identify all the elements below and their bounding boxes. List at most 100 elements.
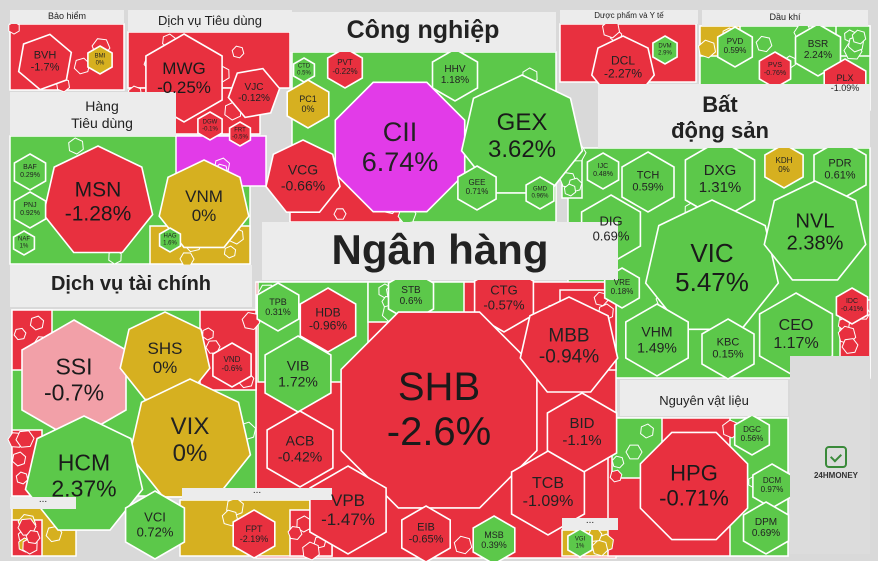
stock-ticker: GMD [532, 186, 547, 193]
stock-cell-bsr[interactable] [794, 23, 842, 77]
minor-stock-cell[interactable] [15, 471, 29, 485]
stock-cell-vhm[interactable] [624, 303, 690, 377]
stock-cell-nvl[interactable] [763, 180, 867, 281]
minor-stock-cell[interactable] [302, 541, 320, 561]
minor-stock-cell[interactable] [179, 252, 195, 266]
stock-cell-idc[interactable] [835, 287, 869, 325]
minor-stock-cell[interactable] [841, 338, 859, 354]
stock-cell-tcb[interactable] [510, 450, 586, 536]
minor-stock-cell[interactable] [640, 423, 654, 439]
stock-cell-kbc[interactable] [701, 318, 755, 380]
stock-cell-acb[interactable] [266, 410, 334, 488]
sector-title-dau-khi[interactable]: Dầu khí [769, 12, 801, 22]
stock-cell-vnd[interactable] [212, 342, 252, 388]
stock-cell-tpb[interactable] [256, 282, 300, 332]
stock-cell-mbb[interactable] [519, 296, 619, 393]
sector-title-bat-dong-san-2[interactable]: động sản [671, 118, 769, 143]
stock-cell-hag[interactable] [158, 227, 182, 253]
stock-cell-dgc[interactable] [733, 414, 771, 456]
minor-stock-cell[interactable] [755, 35, 773, 53]
minor-stock-cell[interactable] [851, 29, 867, 45]
stock-cell-msn[interactable] [42, 145, 154, 254]
sector-title-duoc-pham[interactable]: Dược phẩm và Y tế [594, 11, 664, 20]
stock-cell-eib[interactable] [400, 505, 452, 561]
stock-label-dcl: DCL -2.27% [604, 54, 642, 82]
stock-label-kdh: KDH 0% [776, 156, 793, 175]
minor-stock-cell[interactable] [625, 444, 643, 460]
minor-stock-cell[interactable] [205, 340, 221, 354]
stock-cell-frt[interactable] [228, 121, 252, 147]
stock-cell-ctg[interactable] [473, 263, 535, 333]
stock-cell-gee[interactable] [457, 165, 497, 211]
stock-label-bid: BID -1.1% [562, 415, 601, 450]
stock-cell-pnj[interactable] [13, 191, 47, 229]
stock-ticker: PNJ [23, 202, 37, 210]
minor-stock-cell[interactable] [287, 525, 303, 541]
stock-cell-vgi[interactable] [567, 528, 593, 558]
sector-title-cong-nghiep[interactable]: Công nghiệp [346, 16, 500, 44]
stock-change: 0.59% [723, 46, 747, 55]
stock-cell-pvd[interactable] [716, 26, 754, 68]
minor-stock-cell[interactable] [611, 455, 625, 469]
sector-title-hang-tieu-dung-2[interactable]: Tiêu dùng [71, 115, 133, 131]
minor-stock-cell[interactable] [697, 39, 717, 59]
sector-title-hang-tieu-dung-1[interactable]: Hàng [85, 98, 119, 114]
minor-stock-cell[interactable] [8, 21, 20, 35]
minor-stock-cell[interactable] [68, 137, 84, 155]
minor-stock-cell[interactable] [73, 57, 91, 75]
minor-stock-cell[interactable] [13, 327, 27, 341]
stock-cell-pc1[interactable] [286, 79, 330, 129]
stock-cell-gmd[interactable] [525, 176, 555, 210]
sector-title-other-3[interactable]: ... [585, 515, 595, 526]
stock-cell-dvm[interactable] [652, 35, 678, 65]
stock-cell-gex[interactable] [460, 74, 584, 194]
stock-cell-hpg[interactable] [639, 431, 749, 541]
stock-cell-kdh[interactable] [764, 143, 804, 189]
minor-stock-cell[interactable] [333, 208, 347, 220]
stock-cell-bmi[interactable] [87, 45, 113, 75]
sector-title-bao-hiem[interactable]: Bảo hiểm [47, 11, 87, 21]
stock-cell-dpm[interactable] [742, 501, 790, 555]
stock-cell-msb[interactable] [472, 515, 516, 561]
minor-stock-cell[interactable] [231, 45, 245, 59]
sector-title-bat-dong-san-1[interactable]: Bất [702, 92, 738, 117]
stock-cell-dgw[interactable] [197, 111, 223, 141]
minor-stock-cell[interactable] [609, 469, 623, 483]
stock-cell-bvh[interactable] [17, 33, 73, 91]
minor-stock-cell[interactable] [223, 245, 237, 259]
stock-cell-vcg[interactable] [265, 139, 341, 213]
sector-title-other-2[interactable]: ... [252, 485, 262, 496]
stock-cell-vnm[interactable] [158, 159, 250, 249]
stock-ticker: ACB [285, 432, 315, 449]
brand-logo-icon [825, 446, 847, 468]
stock-cell-pvt[interactable] [326, 47, 364, 89]
minor-stock-cell[interactable] [202, 327, 214, 341]
stock-cell-fpt[interactable] [232, 509, 276, 559]
stock-ticker: MSB [484, 529, 504, 540]
sector-title-ngan-hang[interactable]: Ngân hàng [331, 226, 549, 273]
stock-cell-baf[interactable] [13, 153, 47, 191]
stock-cell-hdb[interactable] [299, 287, 357, 353]
stock-cell-tch[interactable] [621, 151, 675, 213]
stock-change: 0.71% [465, 187, 489, 196]
stock-cell-shb[interactable] [340, 311, 538, 509]
sector-title-other-1[interactable]: ... [38, 494, 48, 505]
stock-cell-naf[interactable] [12, 230, 36, 256]
stock-change: -0.41% [840, 306, 864, 313]
stock-cell-vci[interactable] [124, 490, 186, 560]
minor-stock-cell[interactable] [25, 529, 41, 545]
stock-cell-vjc[interactable] [227, 67, 281, 119]
minor-stock-cell[interactable] [453, 535, 473, 555]
minor-stock-cell[interactable] [563, 183, 577, 197]
minor-stock-cell[interactable] [11, 451, 27, 467]
stock-cell-hhv[interactable] [431, 48, 479, 102]
stock-change: -0.25% [157, 78, 211, 97]
stock-change: 1.6% [163, 240, 177, 246]
minor-stock-cell[interactable] [29, 315, 45, 331]
sector-title-dich-vu-tai-chinh[interactable]: Dịch vụ tài chính [50, 273, 212, 295]
stock-ticker: VCI [144, 509, 166, 525]
minor-stock-cell[interactable] [15, 430, 35, 448]
sector-title-dich-vu-tieu-dung[interactable]: Dịch vụ Tiêu dùng [157, 13, 263, 28]
stock-cell-ijc[interactable] [586, 152, 620, 190]
sector-title-nguyen-vat-lieu[interactable]: Nguyên vật liệu [659, 393, 749, 408]
